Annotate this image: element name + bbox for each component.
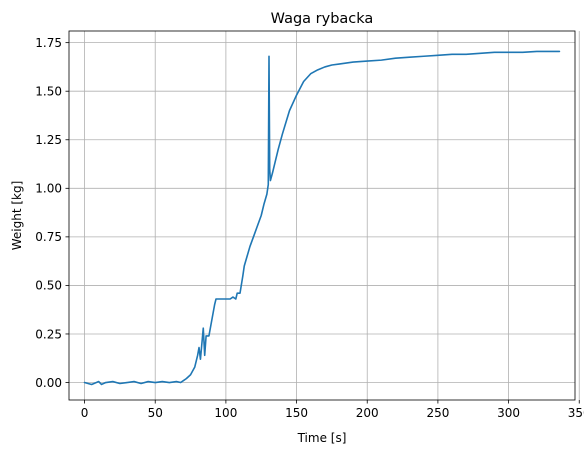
x-tick-label: 300 (497, 406, 520, 420)
x-tick-label: 350 (568, 406, 584, 420)
y-tick-label: 0.50 (35, 279, 62, 293)
y-axis-ticks: 0.00 0.25 0.50 0.75 1.00 1.25 1.50 1.75 (35, 36, 69, 390)
y-tick-label: 0.25 (35, 327, 62, 341)
y-tick-label: 0.00 (35, 376, 62, 390)
x-tick-label: 50 (148, 406, 163, 420)
y-axis-label: Weight [kg] (10, 181, 24, 251)
x-tick-label: 100 (214, 406, 237, 420)
y-tick-label: 1.75 (35, 36, 62, 50)
y-tick-label: 1.25 (35, 133, 62, 147)
y-tick-label: 1.50 (35, 85, 62, 99)
vertical-gridlines (84, 31, 580, 400)
x-tick-label: 0 (81, 406, 89, 420)
series-layer (83, 50, 561, 386)
horizontal-gridlines (69, 42, 575, 383)
x-axis-label: Time [s] (297, 431, 347, 445)
x-tick-label: 150 (285, 406, 308, 420)
plot-frame (68, 30, 576, 401)
y-tick-label: 0.75 (35, 230, 62, 244)
weight-series-line (83, 50, 561, 386)
x-axis-ticks: 0 50 100 150 200 250 300 350 (81, 400, 584, 420)
chart-title: Waga rybacka (271, 11, 374, 27)
x-tick-label: 250 (426, 406, 449, 420)
y-tick-label: 1.00 (35, 182, 62, 196)
x-tick-label: 200 (356, 406, 379, 420)
